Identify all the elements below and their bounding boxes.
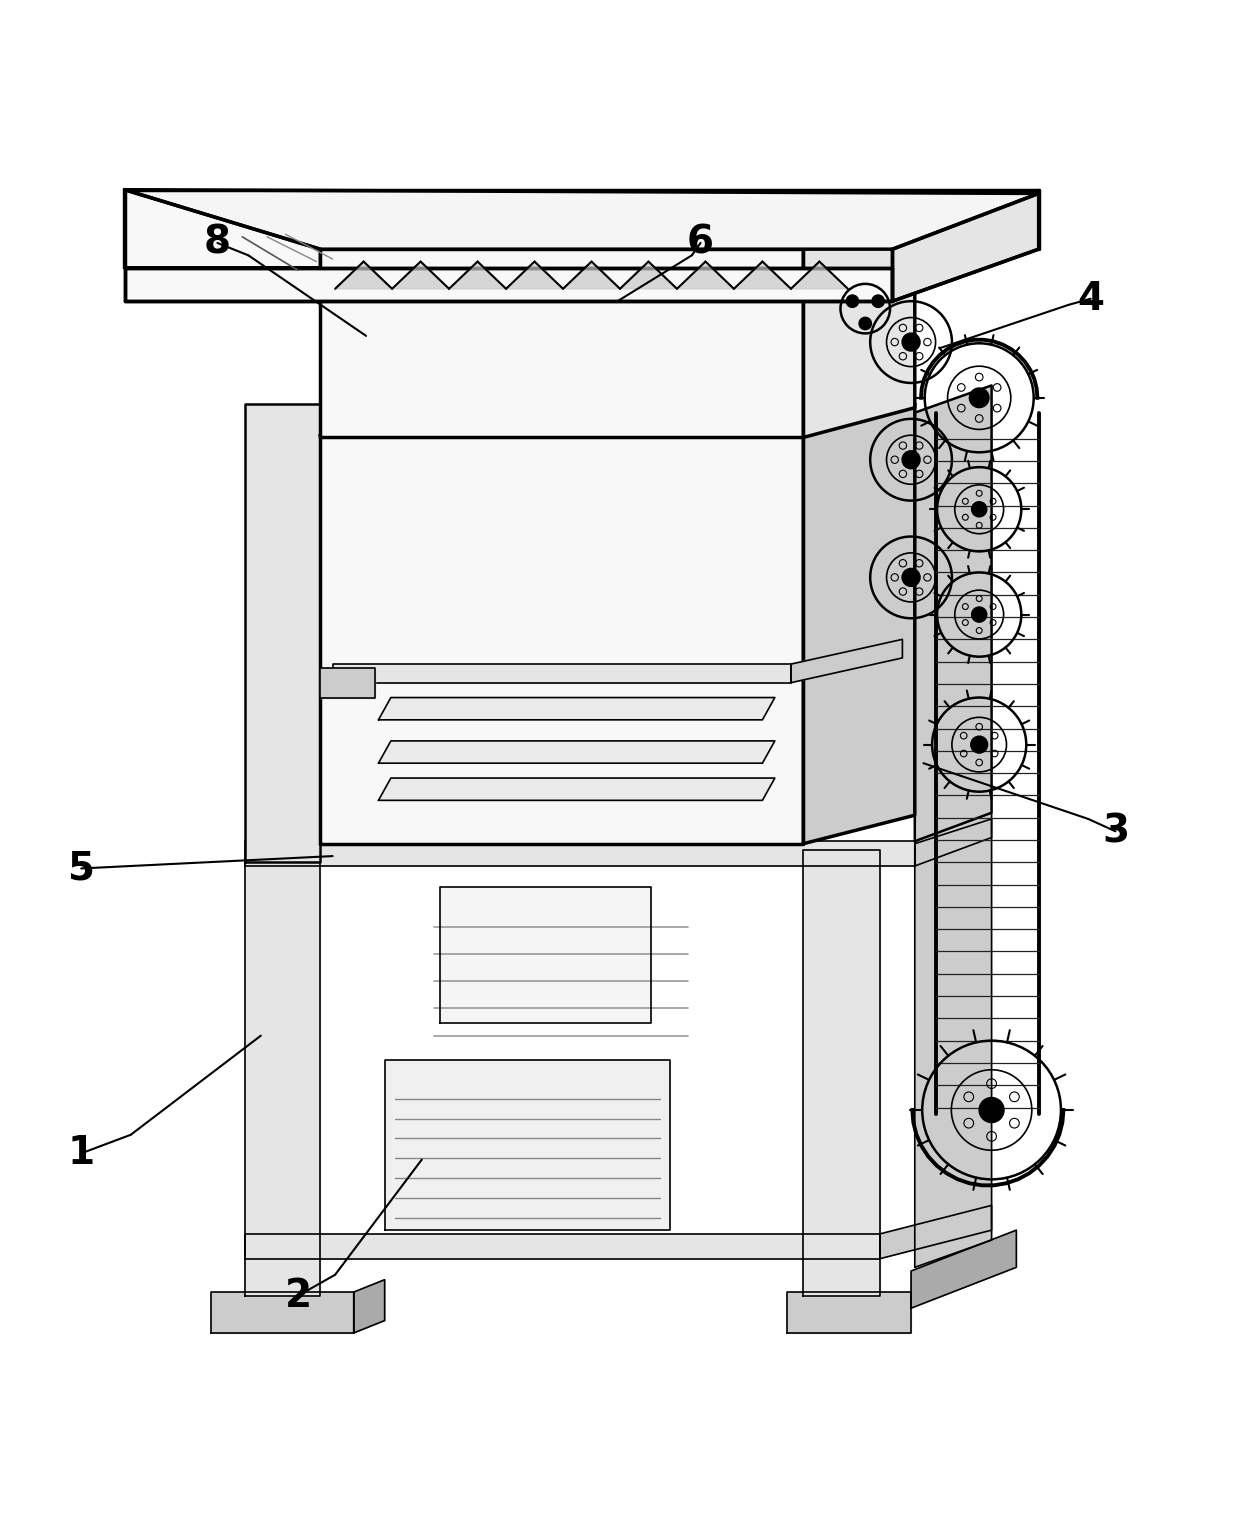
Polygon shape — [124, 268, 893, 301]
Text: 6: 6 — [687, 224, 714, 262]
Polygon shape — [449, 262, 506, 289]
Polygon shape — [804, 849, 880, 1296]
Polygon shape — [332, 665, 791, 683]
Polygon shape — [915, 819, 992, 1267]
Text: 4: 4 — [1078, 280, 1104, 318]
Polygon shape — [353, 1279, 384, 1332]
Polygon shape — [392, 262, 449, 289]
Polygon shape — [124, 189, 320, 268]
Polygon shape — [378, 778, 775, 801]
Polygon shape — [320, 668, 374, 698]
Polygon shape — [787, 1291, 911, 1332]
Text: 8: 8 — [203, 224, 231, 262]
Polygon shape — [677, 262, 734, 289]
Polygon shape — [804, 404, 915, 843]
Polygon shape — [244, 1234, 880, 1258]
Polygon shape — [893, 194, 1039, 301]
Polygon shape — [124, 189, 1039, 250]
Polygon shape — [244, 404, 320, 863]
Polygon shape — [911, 1231, 1017, 1308]
Polygon shape — [880, 1205, 992, 1258]
Polygon shape — [320, 250, 804, 438]
Polygon shape — [563, 262, 620, 289]
Circle shape — [859, 318, 872, 330]
Circle shape — [901, 333, 920, 351]
Circle shape — [872, 295, 884, 307]
Circle shape — [970, 388, 990, 407]
Circle shape — [972, 501, 987, 516]
Text: 3: 3 — [1102, 813, 1128, 851]
Text: 1: 1 — [68, 1134, 94, 1172]
Circle shape — [972, 607, 987, 622]
Polygon shape — [320, 404, 915, 435]
Polygon shape — [791, 639, 903, 683]
Polygon shape — [620, 262, 677, 289]
Circle shape — [980, 1098, 1004, 1122]
Polygon shape — [320, 435, 804, 843]
Polygon shape — [506, 262, 563, 289]
Polygon shape — [791, 262, 848, 289]
Polygon shape — [244, 842, 915, 866]
Polygon shape — [915, 813, 992, 866]
Circle shape — [971, 736, 988, 752]
Polygon shape — [320, 224, 915, 250]
Polygon shape — [211, 1291, 353, 1332]
Circle shape — [846, 295, 858, 307]
Text: 5: 5 — [68, 849, 94, 887]
Circle shape — [901, 451, 920, 469]
Polygon shape — [915, 386, 992, 842]
Polygon shape — [378, 740, 775, 763]
Circle shape — [901, 568, 920, 586]
Polygon shape — [335, 262, 392, 289]
Polygon shape — [804, 224, 915, 438]
Polygon shape — [378, 698, 775, 719]
Polygon shape — [440, 887, 651, 1023]
Polygon shape — [244, 849, 320, 1296]
Text: 2: 2 — [284, 1276, 311, 1314]
Polygon shape — [734, 262, 791, 289]
Polygon shape — [384, 1060, 670, 1231]
